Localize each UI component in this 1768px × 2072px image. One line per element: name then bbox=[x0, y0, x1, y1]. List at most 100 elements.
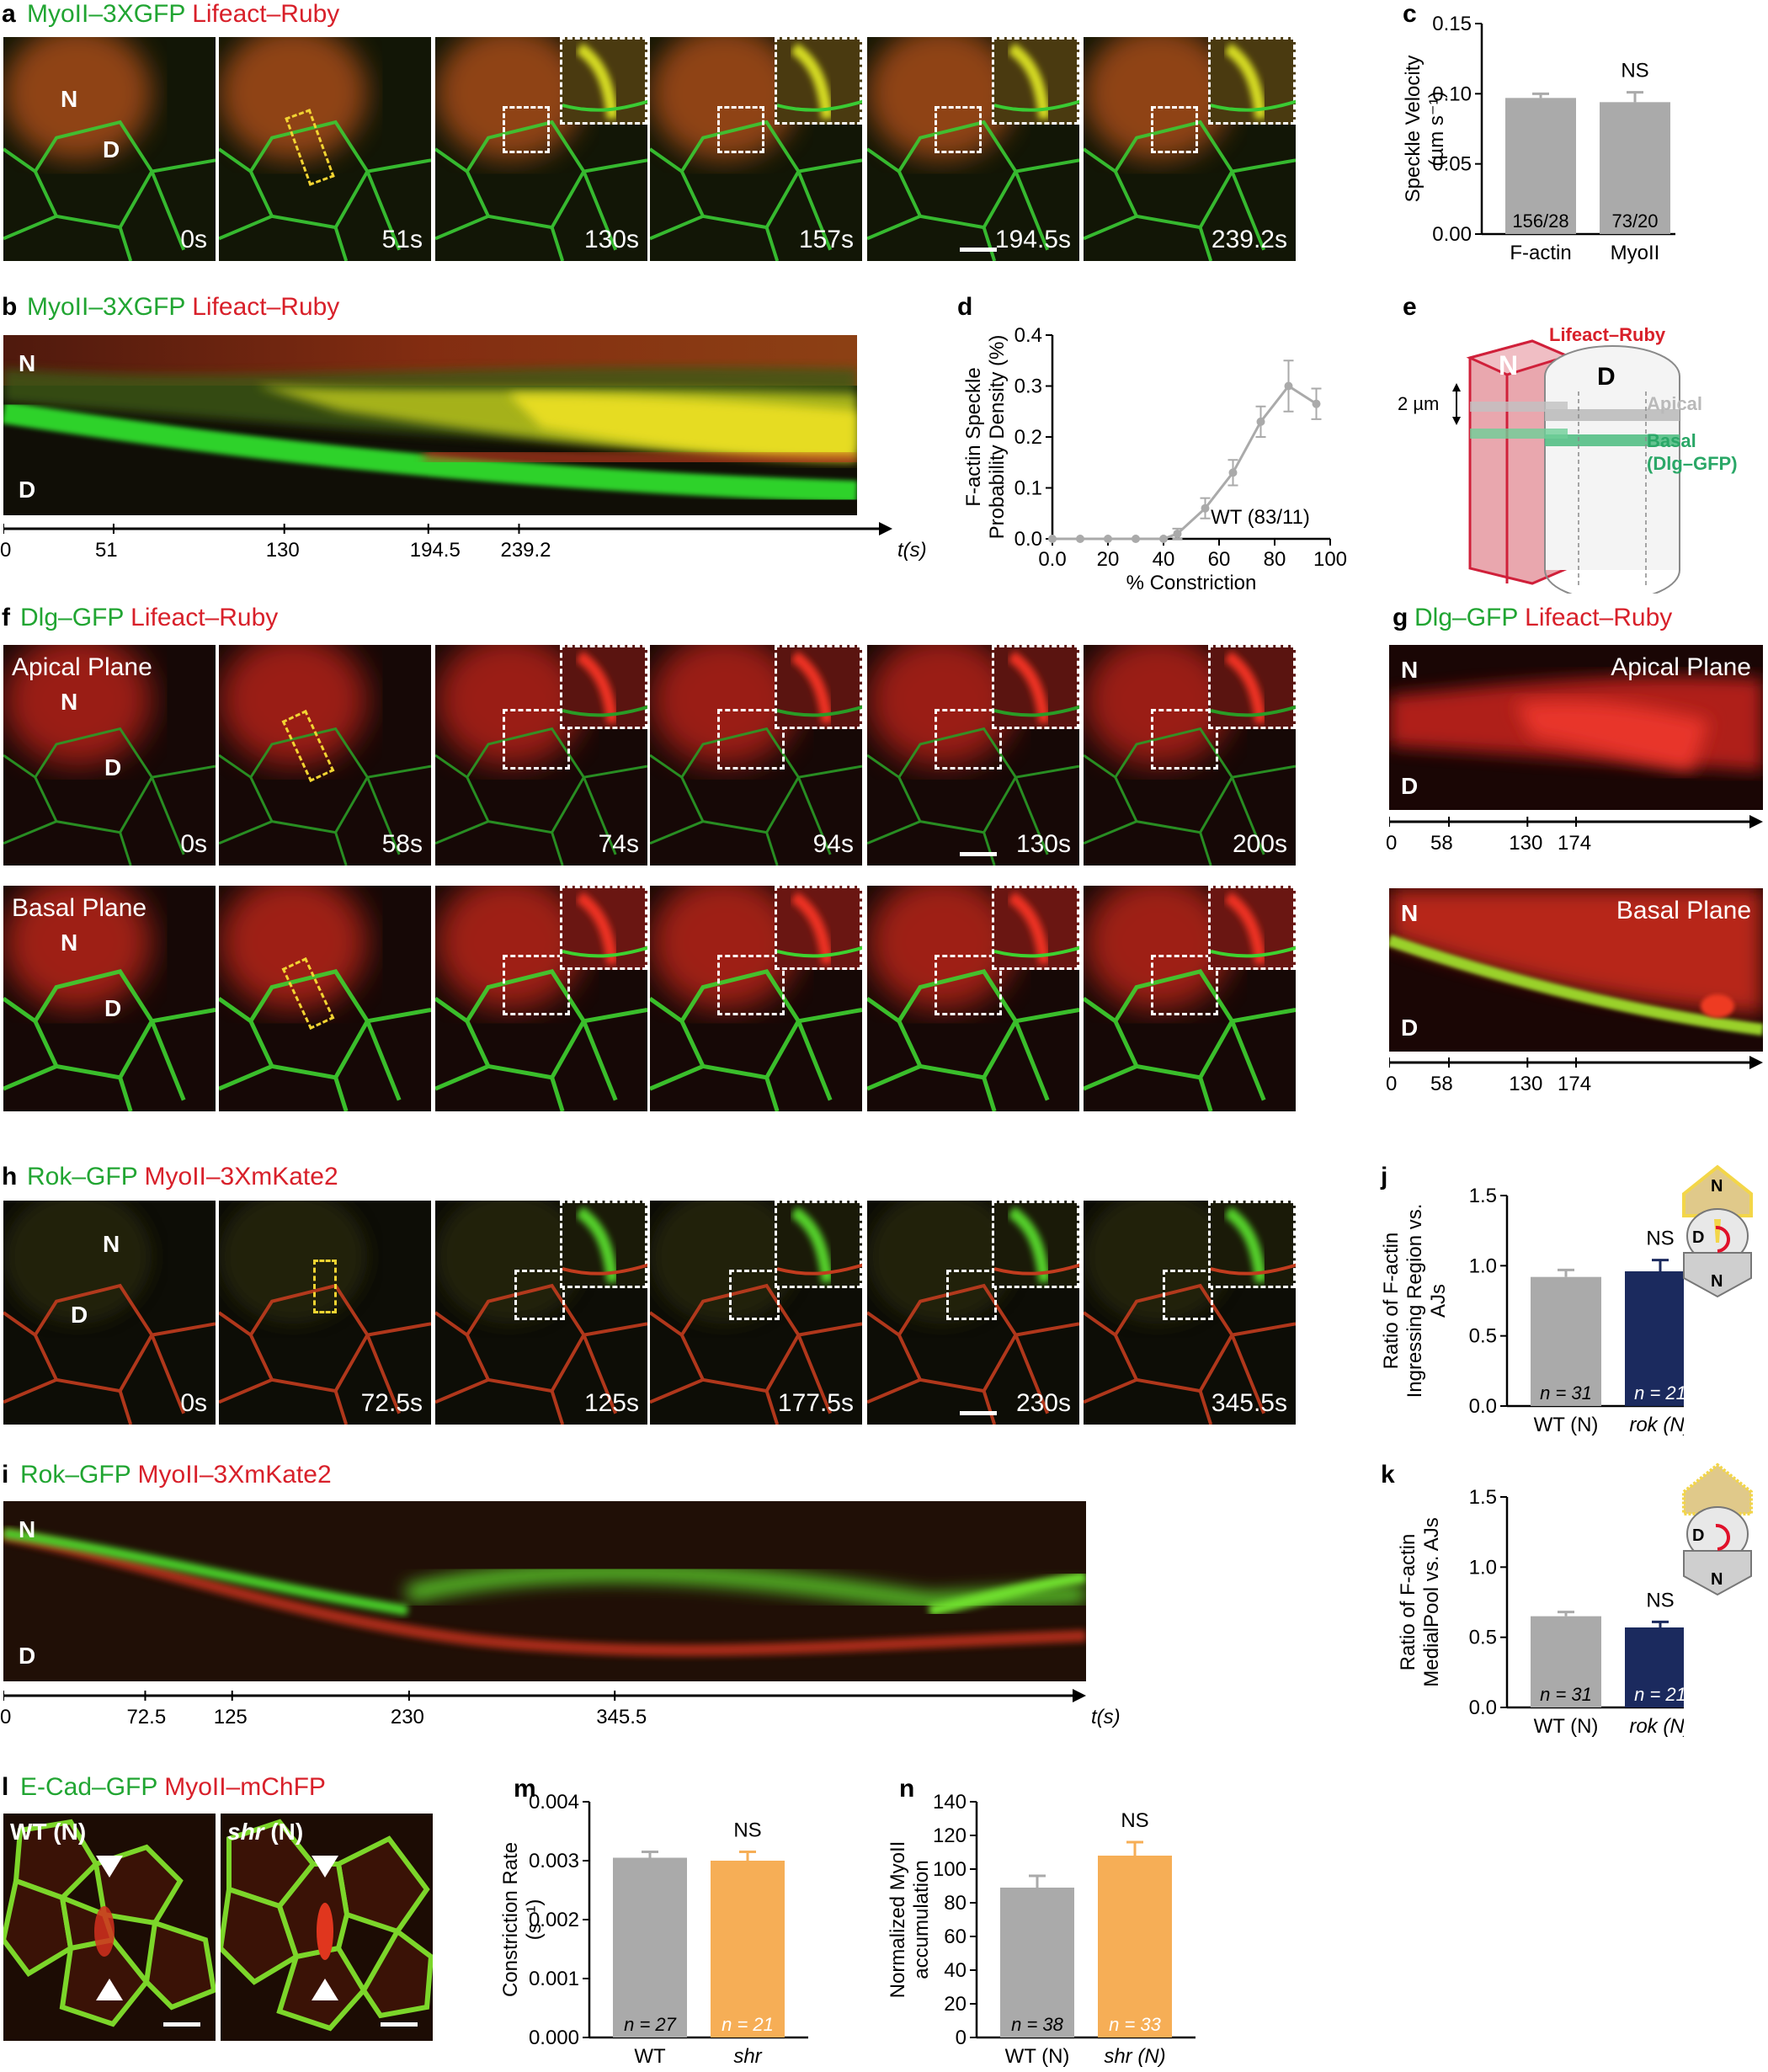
f-label-n: N bbox=[61, 929, 78, 956]
h-label-n: N bbox=[103, 1231, 120, 1257]
f-timestamp-1: 58s bbox=[381, 830, 423, 858]
chart-n-ytick-label-4: 80 bbox=[944, 1892, 967, 1915]
chart-c-bar-0 bbox=[1505, 98, 1576, 234]
panel-l-shr-label-rest: (N) bbox=[264, 1819, 304, 1845]
f-frame-2: 74s bbox=[435, 645, 647, 866]
h-frame-2: 125s bbox=[435, 1201, 647, 1425]
h-timestamp-4: 230s bbox=[1015, 1389, 1071, 1417]
chart-n-ytick-label-6: 120 bbox=[933, 1824, 967, 1847]
chart-j-errorbar-1 bbox=[1652, 1259, 1669, 1271]
panel-g-basal-n: N bbox=[1401, 900, 1419, 926]
panel-g-apical-d: D bbox=[1401, 773, 1419, 799]
f-frame-3 bbox=[650, 886, 862, 1111]
f-timestamp-4: 130s bbox=[1015, 830, 1071, 858]
a-timestamp-3: 157s bbox=[798, 226, 854, 253]
panel-e-n: N bbox=[1499, 350, 1518, 381]
panel-i-title-red: MyoII–3XmKate2 bbox=[137, 1461, 332, 1489]
chart-j-errorbar-0 bbox=[1558, 1268, 1574, 1277]
panel-e-dlg: (Dlg–GFP) bbox=[1647, 453, 1738, 474]
f-inset-3 bbox=[775, 645, 862, 729]
f-inset-2 bbox=[560, 645, 647, 729]
chart-c-annotation-ns: NS bbox=[1621, 60, 1648, 83]
panel-g-apical-n: N bbox=[1401, 657, 1419, 683]
chart-d-xtick-label-4: 80 bbox=[1264, 548, 1286, 571]
h-zoom-box-5 bbox=[1163, 1270, 1213, 1320]
f-inset-5 bbox=[1208, 645, 1296, 729]
axis-g2-tick-label-3: 174 bbox=[1558, 1073, 1592, 1095]
chart-n-bar-1 bbox=[1098, 1856, 1172, 2037]
f-zoom-box-2 bbox=[503, 709, 570, 770]
h-timestamp-2: 125s bbox=[583, 1389, 639, 1417]
f-plane-label: Basal Plane bbox=[12, 894, 147, 922]
chart-n-annotation-ns: NS bbox=[1121, 1809, 1148, 1832]
panel-i-label-n: N bbox=[19, 1516, 36, 1542]
panel-g-title: Dlg–GFP Lifeact–Ruby bbox=[1414, 604, 1672, 632]
a-zoom-box-4 bbox=[935, 106, 982, 153]
h-zoom-box-3 bbox=[729, 1270, 780, 1320]
axis-b-tick-label-3: 194.5 bbox=[409, 539, 461, 562]
panel-j-cartoon: N D N bbox=[1682, 1164, 1753, 1298]
chart-c-bar-label-1: 73/20 bbox=[1611, 210, 1658, 232]
a-inset-2 bbox=[560, 37, 647, 125]
chart-k-bar-0 bbox=[1531, 1616, 1601, 1707]
chart-c-bar-label-0: 156/28 bbox=[1512, 210, 1568, 232]
chart-j-ytick-label-3: 1.5 bbox=[1469, 1185, 1497, 1207]
chart-n-errorbar-0 bbox=[1029, 1874, 1046, 1888]
chart-m-ytick-label-3: 0.003 bbox=[529, 1850, 579, 1872]
axis-b-tick-label-1: 51 bbox=[94, 539, 118, 562]
f-frame-0: N D Apical Plane 0s bbox=[3, 645, 216, 866]
chart-k-bar-label-1: n = 21 bbox=[1634, 1684, 1684, 1705]
axis-i-tick-label-2: 125 bbox=[213, 1706, 248, 1728]
f-inset-3 bbox=[775, 886, 862, 970]
chart-c-errorbar-1 bbox=[1627, 91, 1643, 103]
h-timestamp-3: 177.5s bbox=[777, 1389, 854, 1417]
f-frame-4 bbox=[867, 886, 1079, 1111]
h-roi-box bbox=[313, 1260, 337, 1313]
panel-letter-d: d bbox=[957, 293, 973, 321]
panel-letter-n: n bbox=[899, 1775, 915, 1803]
panel-letter-j: j bbox=[1381, 1163, 1388, 1190]
panel-i-kymograph: N D bbox=[3, 1501, 1086, 1681]
panel-f-title: Dlg–GFP Lifeact–Ruby bbox=[20, 604, 278, 632]
chart-j-category-0: WT (N) bbox=[1534, 1414, 1599, 1436]
panel-k-cartoon-n-bottom: N bbox=[1711, 1570, 1723, 1589]
chart-j-ytick-label-1: 0.5 bbox=[1469, 1325, 1497, 1348]
f-zoom-box-5 bbox=[1151, 955, 1218, 1015]
chart-j-ytick-label-0: 0.0 bbox=[1469, 1395, 1497, 1418]
panel-g-basal-d: D bbox=[1401, 1015, 1419, 1041]
chart-k-ytick-label-0: 0.0 bbox=[1469, 1696, 1497, 1719]
chart-n-bar-label-0: n = 38 bbox=[1011, 2014, 1064, 2035]
chart-d-xtick-label-2: 40 bbox=[1153, 548, 1175, 571]
chart-c-ylabel: Speckle Velocity(µm s⁻¹) bbox=[1402, 56, 1448, 203]
a-zoom-box-3 bbox=[717, 106, 764, 153]
chart-d-ytick-label-2: 0.2 bbox=[1014, 426, 1042, 449]
f-label-d: D bbox=[104, 995, 122, 1021]
axis-g1-tick-label-3: 174 bbox=[1558, 832, 1592, 855]
h-frame-3: 177.5s bbox=[650, 1201, 862, 1425]
chart-k-ytick-label-2: 1.0 bbox=[1469, 1556, 1497, 1579]
panel-l-wt-scalebar bbox=[163, 2022, 200, 2027]
panel-l-wt-label: WT (N) bbox=[10, 1819, 87, 1845]
panel-j-cartoon-d: D bbox=[1692, 1228, 1704, 1247]
panel-k-cartoon-d: D bbox=[1692, 1526, 1704, 1545]
chart-d-ytick-label-3: 0.3 bbox=[1014, 376, 1042, 398]
f-scalebar bbox=[960, 852, 997, 856]
chart-m-ytick-label-4: 0.004 bbox=[529, 1791, 579, 1814]
chart-d-point-6 bbox=[1201, 503, 1210, 513]
chart-d-xtick-label-3: 60 bbox=[1208, 548, 1231, 571]
panel-letter-g: g bbox=[1393, 604, 1409, 631]
chart-d-point-7 bbox=[1228, 468, 1238, 477]
axis-i-tick-label-0: 0 bbox=[0, 1706, 12, 1728]
chart-n-category-1: shr (N) bbox=[1104, 2045, 1165, 2068]
panel-b-title-green: MyoII–3XGFP bbox=[27, 293, 185, 321]
h-inset-5 bbox=[1208, 1201, 1296, 1288]
chart-c-ytick-label-2: 0.10 bbox=[1432, 83, 1472, 105]
panel-f-title-green: Dlg–GFP bbox=[20, 604, 124, 631]
chart-d-xlabel: % Constriction bbox=[1126, 572, 1257, 594]
panel-letter-c: c bbox=[1403, 0, 1417, 28]
chart-c-errorbar-0 bbox=[1532, 92, 1549, 99]
f-inset-2 bbox=[560, 886, 647, 970]
panel-letter-m: m bbox=[514, 1775, 536, 1803]
panel-l-shr-label-italic: shr bbox=[227, 1819, 264, 1845]
panel-g-apical-kymograph: Apical Plane N D bbox=[1389, 645, 1763, 810]
